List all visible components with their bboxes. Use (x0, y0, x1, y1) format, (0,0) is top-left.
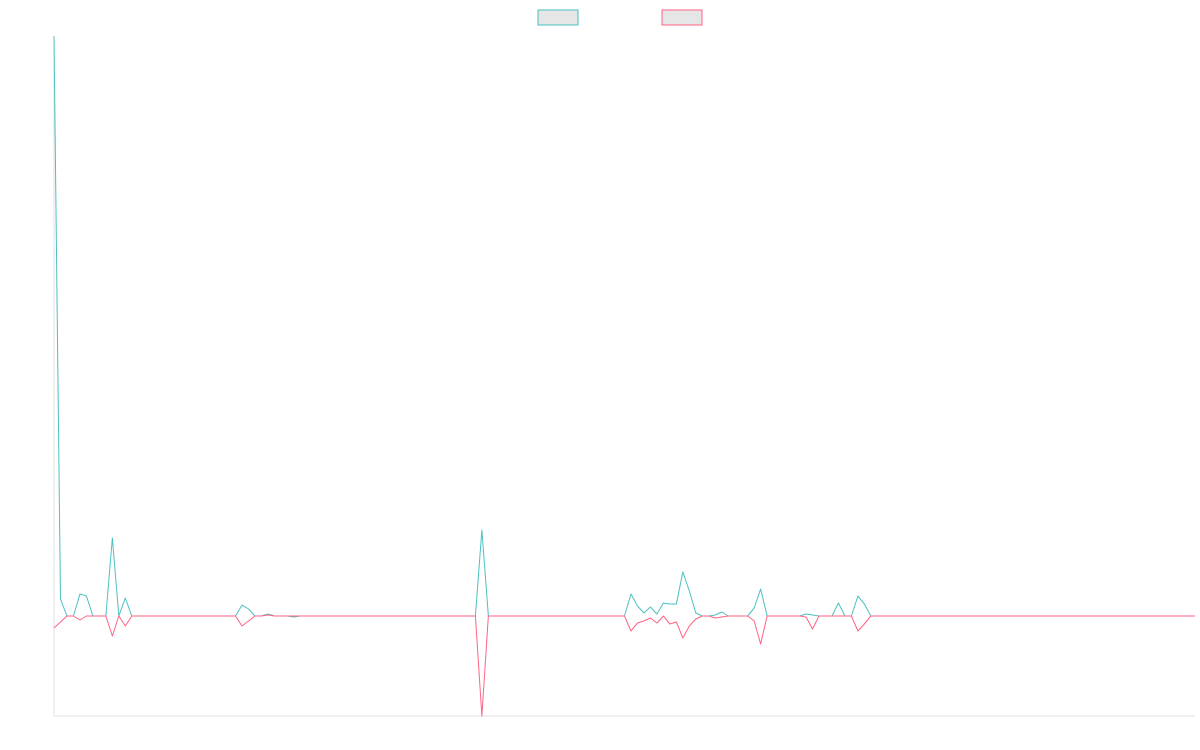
legend-swatch (661, 9, 703, 26)
series-line (53, 614, 1195, 717)
series-line (53, 35, 1195, 618)
legend-swatch (537, 9, 579, 26)
